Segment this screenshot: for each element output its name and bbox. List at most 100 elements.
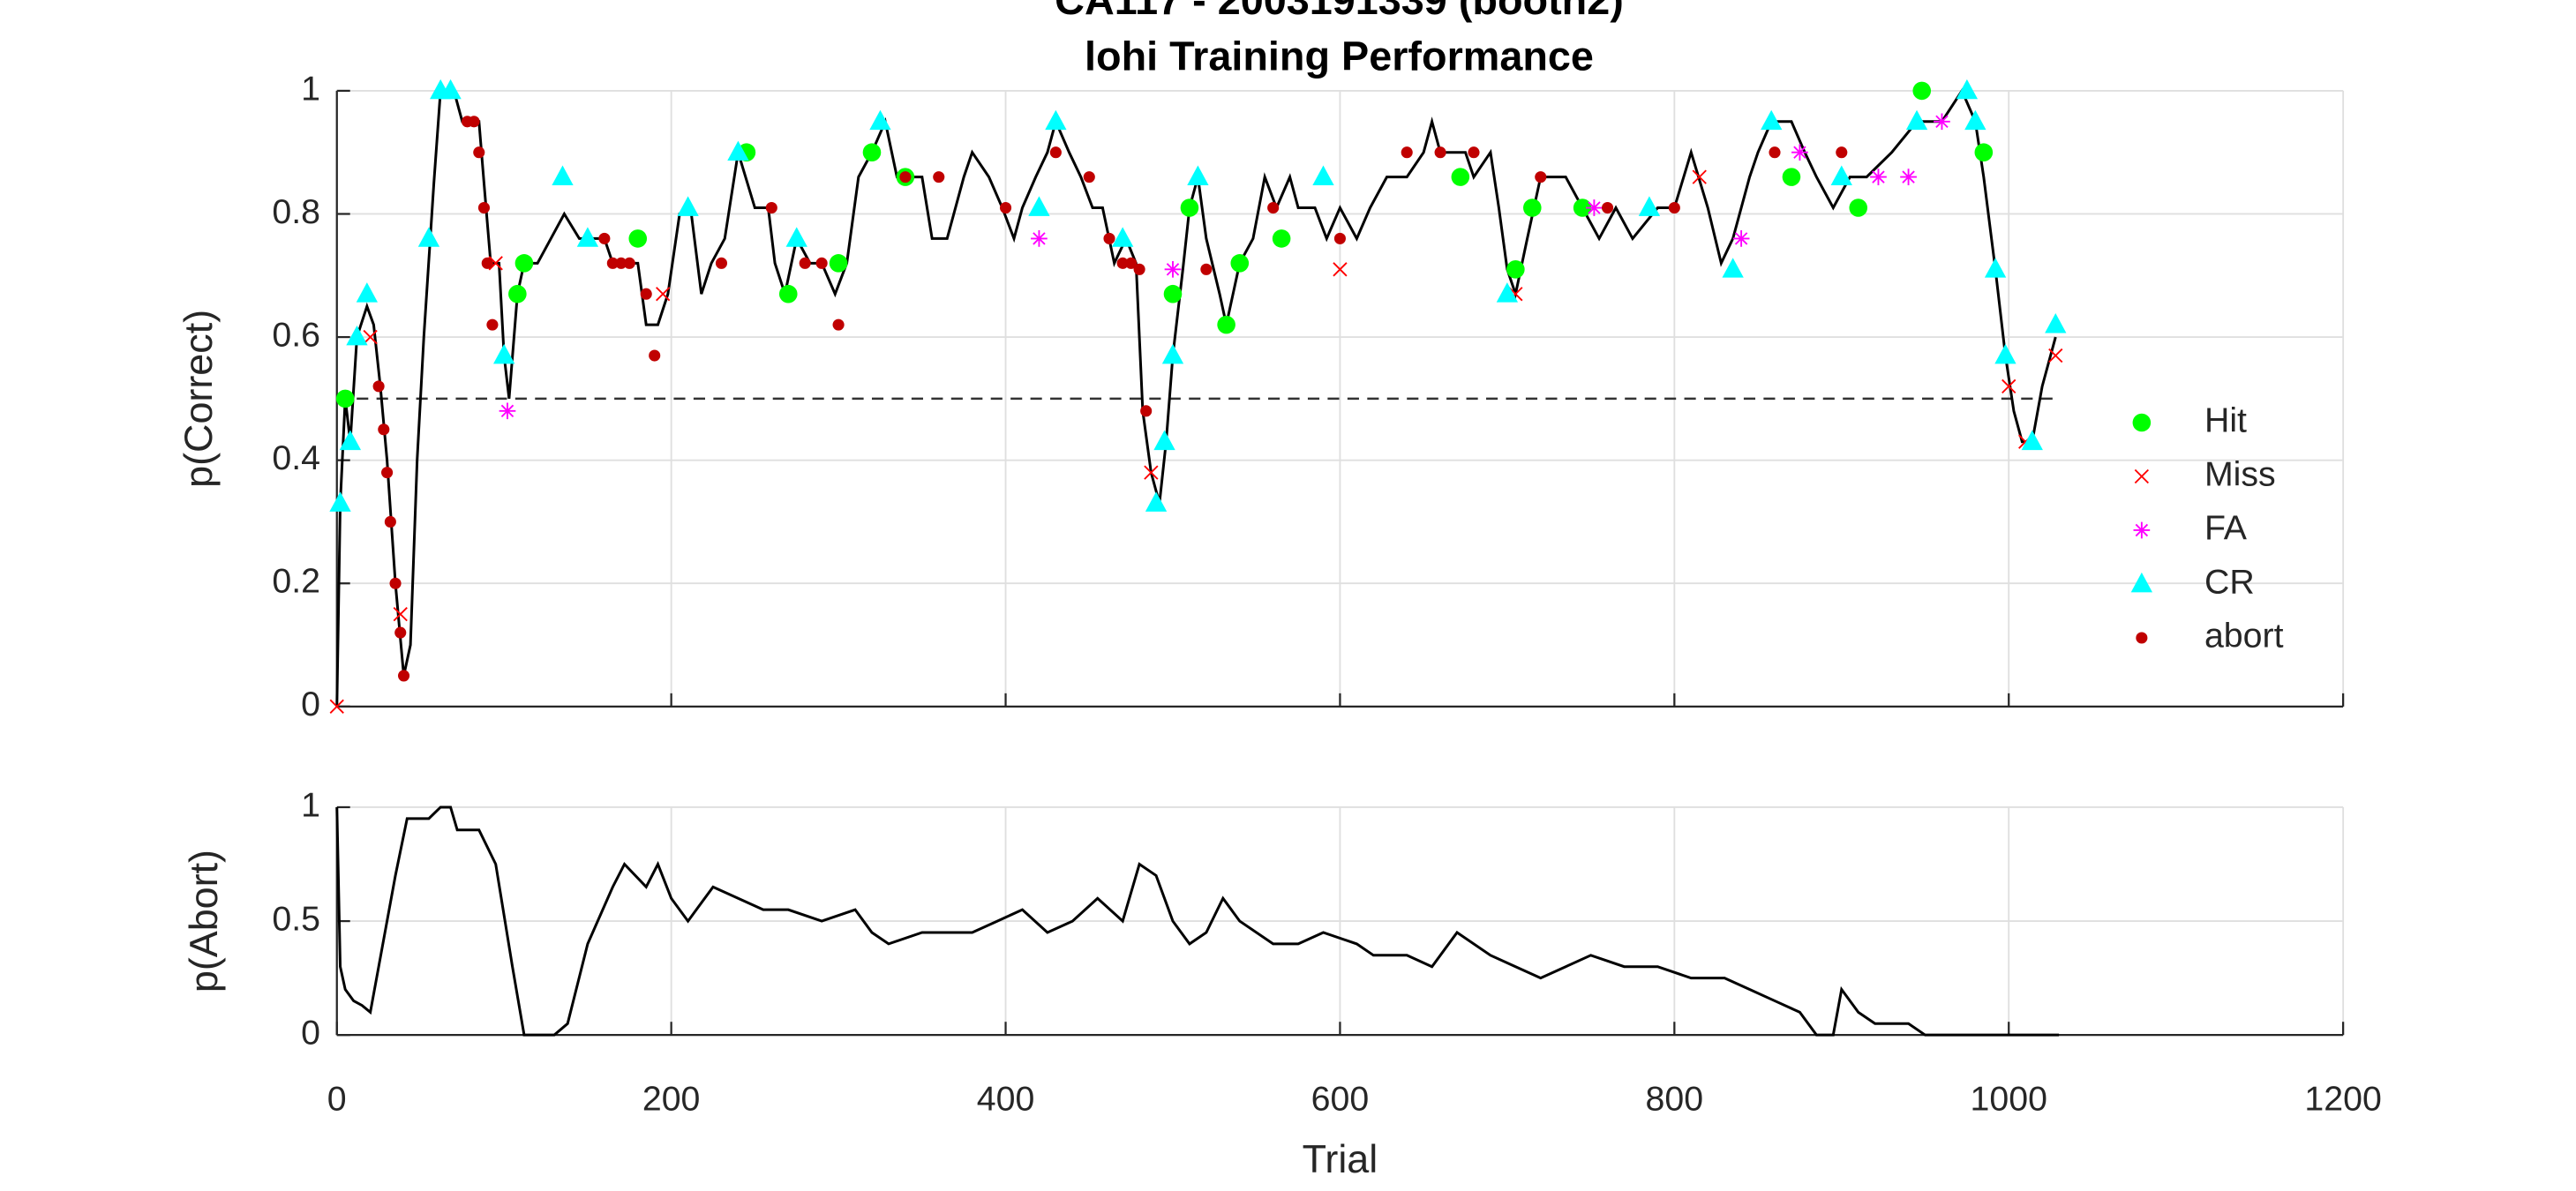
marker-triangle [1028,196,1050,216]
marker-dot [1125,257,1138,269]
y-tick-label: 0.8 [272,192,320,231]
y-tick-label: 0.4 [272,438,320,477]
legend-label: abort [2204,616,2284,655]
marker-dot [1200,263,1213,275]
marker-star [1791,144,1808,161]
marker-triangle [439,79,462,100]
chart-title: lohi Training Performance [1085,34,1594,79]
marker-dot [378,423,390,436]
data-line [335,87,2057,707]
marker-triangle [2021,430,2043,451]
marker-triangle [1496,282,1519,303]
marker-dot [815,257,828,269]
marker-triangle [417,227,440,247]
marker-dot [999,201,1012,214]
marker-triangle [329,491,351,512]
marker-dot [640,288,652,300]
marker-triangle [1638,196,1661,216]
marker-dot [649,349,661,362]
x-tick-label: 1000 [1971,1079,2047,1118]
marker-dot [1769,146,1781,159]
marker-dot [1401,146,1413,159]
y-tick-label: 0 [301,685,320,723]
marker-triangle [576,227,599,247]
marker-circle [1912,81,1932,101]
marker-x [329,699,344,714]
marker-dot [1116,257,1129,269]
marker-circle [1163,284,1183,303]
marker-triangle [1722,258,1744,278]
marker-dot [468,116,480,128]
marker-dot [1140,405,1153,417]
y-tick-label: 0.2 [272,562,320,601]
marker-dot [394,626,407,639]
marker-circle [1230,254,1250,273]
data-line [335,805,2060,1037]
marker-dot [397,670,410,682]
x-tick-label: 1200 [2304,1079,2381,1118]
marker-triangle [552,165,574,185]
marker-star [1732,230,1750,247]
marker-circle [508,284,527,303]
marker-dot [606,257,619,269]
marker-dot [933,171,945,184]
y-tick-label: 0.5 [272,899,320,938]
marker-triangle [1956,79,1979,100]
legend-marker [2130,572,2153,593]
marker-triangle [1984,258,2007,278]
marker-dot [481,257,493,269]
y-tick-label: 1 [301,69,320,108]
marker-triangle [785,227,807,247]
marker-x [1692,169,1707,184]
marker-x [656,287,671,302]
marker-circle [1506,260,1525,279]
marker-triangle [356,282,379,303]
marker-dot [1434,146,1446,159]
x-tick-label: 0 [327,1079,347,1118]
marker-x [2048,348,2063,363]
marker-dot [384,515,396,528]
chart-title: CA117 - 2003191339 (booth2) [1055,0,1624,23]
marker-triangle [869,109,891,131]
marker-triangle [1111,227,1134,247]
marker-circle [1523,198,1542,217]
marker-triangle [1830,165,1852,185]
marker-circle [1573,198,1592,217]
legend-label: FA [2204,508,2248,547]
marker-triangle [677,196,699,216]
y-axis-label: p(Abort) [181,850,226,992]
legend-marker [2133,521,2151,539]
marker-circle [1782,168,1801,186]
marker-dot [765,201,777,214]
marker-star [499,402,516,420]
marker-triangle [1153,430,1175,451]
marker-star [1031,230,1048,247]
marker-circle [829,254,848,273]
marker-dot [1668,201,1680,214]
marker-dot [799,257,811,269]
marker-circle [335,389,355,408]
y-tick-label: 0 [301,1014,320,1052]
marker-dot [389,577,402,589]
marker-dot [1103,232,1115,244]
marker-triangle [1964,109,1986,131]
marker-star [1934,113,1950,131]
marker-x [488,256,503,271]
marker-circle [1217,315,1235,334]
marker-circle [1451,168,1470,186]
marker-triangle [1187,165,1209,185]
marker-dot [1602,201,1614,214]
marker-dot [1267,201,1280,214]
marker-x [2001,378,2016,394]
marker-dot [1049,146,1062,159]
marker-dot [477,201,491,214]
marker-x [1144,465,1159,480]
marker-dot [372,380,385,393]
marker-triangle [493,343,515,364]
marker-circle [862,143,882,161]
legend-marker [2136,632,2148,644]
marker-dot [832,318,845,331]
y-axis-label: p(Correct) [176,310,221,488]
marker-dot [598,232,611,244]
